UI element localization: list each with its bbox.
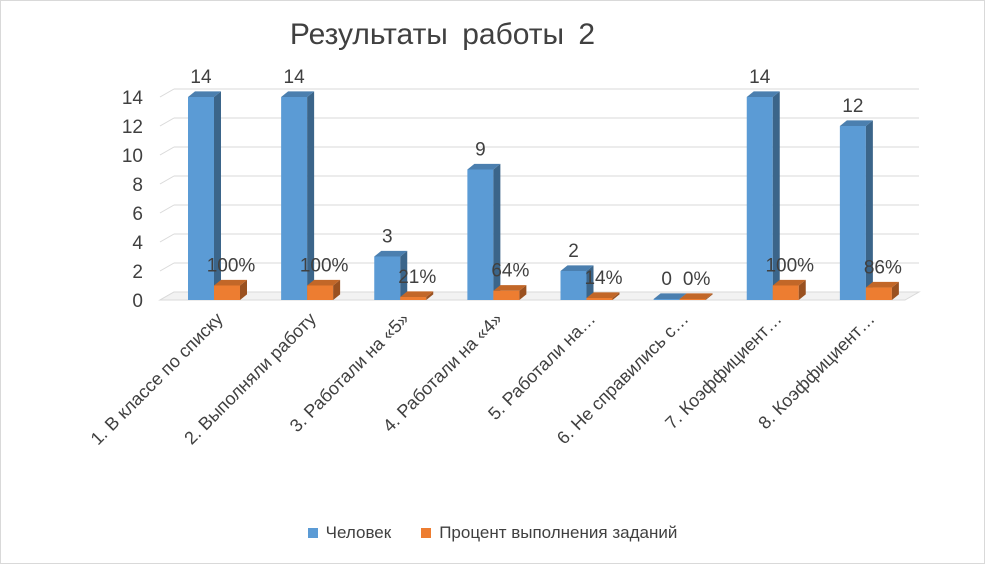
y-tick-label: 10 xyxy=(122,146,143,167)
bar-people-top xyxy=(467,163,501,170)
data-label-people: 9 xyxy=(475,140,486,161)
gridline-side xyxy=(159,204,175,214)
data-label-percent: 100% xyxy=(207,256,256,277)
bar-percent-side xyxy=(426,291,434,300)
bar-percent-front xyxy=(400,296,427,300)
data-label-percent: 0% xyxy=(683,269,711,290)
bar-people-side xyxy=(772,91,780,301)
bar-percent-top xyxy=(307,279,341,286)
data-label-percent: 21% xyxy=(398,267,436,288)
data-label-percent: 100% xyxy=(765,256,814,277)
bar-people-front xyxy=(374,256,401,300)
bar-percent-top xyxy=(586,292,620,298)
bar-people-side xyxy=(214,91,221,301)
bar-people-top xyxy=(281,91,315,97)
bar-people-front xyxy=(653,299,680,300)
bar-people-front xyxy=(467,169,494,300)
legend-item-percent: Процент выполнения заданий xyxy=(421,523,677,543)
gridline-side xyxy=(159,175,175,185)
bar-people-top xyxy=(746,91,780,97)
bar-people-front xyxy=(560,271,587,300)
bar-percent-top xyxy=(400,291,434,297)
data-label-percent: 86% xyxy=(864,258,902,279)
legend-swatch-percent xyxy=(421,528,432,538)
data-label-people: 14 xyxy=(284,67,306,88)
data-label-people: 14 xyxy=(190,67,212,88)
bar-percent-top xyxy=(214,279,247,286)
bar-percent-front xyxy=(679,299,706,300)
bar-people-front xyxy=(746,97,773,300)
legend-swatch-people xyxy=(307,528,318,538)
legend-label-people: Человек xyxy=(325,523,392,542)
bar-people-top xyxy=(839,120,873,126)
bar-people-top xyxy=(188,91,221,97)
y-tick-label: 8 xyxy=(132,175,143,196)
data-label-people: 3 xyxy=(382,227,393,248)
data-label-percent: 14% xyxy=(584,268,622,289)
data-label-percent: 64% xyxy=(491,261,529,282)
gridline-side xyxy=(159,88,175,98)
chart-title: Результаты работы 2 xyxy=(289,18,596,51)
bar-percent-top xyxy=(772,279,806,286)
y-tick-label: 0 xyxy=(132,291,143,312)
y-tick-label: 6 xyxy=(132,204,143,225)
bar-percent-front xyxy=(307,285,334,300)
gridline-side xyxy=(159,262,175,272)
bar-percent-front xyxy=(493,290,520,300)
bar-people-side xyxy=(586,265,594,300)
bar-percent-side xyxy=(612,292,620,300)
bar-percent-front xyxy=(772,285,799,300)
bar-percent-top xyxy=(865,281,899,288)
data-label-percent: 100% xyxy=(300,256,349,277)
data-label-people: 0 xyxy=(661,269,672,290)
bar-people-side xyxy=(307,91,315,301)
bar-percent-front xyxy=(586,297,613,300)
bar-percent-side xyxy=(519,285,527,300)
chart-legend: Человек Процент выполнения заданий xyxy=(0,523,985,543)
data-label-people: 12 xyxy=(842,96,863,117)
legend-label-percent: Процент выполнения заданий xyxy=(439,523,678,542)
bar-percent-side xyxy=(705,293,713,300)
y-tick-label: 14 xyxy=(122,88,144,109)
bar-people-top xyxy=(653,293,687,299)
gridline-side xyxy=(159,146,175,156)
bar-people-top xyxy=(560,265,594,271)
bar-people-side xyxy=(493,163,501,300)
bar-people-front xyxy=(281,97,308,300)
bar-people-front xyxy=(188,97,214,300)
gridline-side xyxy=(159,117,175,127)
bar-people-front xyxy=(839,126,866,300)
bar-percent-top xyxy=(493,285,527,291)
bar-percent-top xyxy=(679,293,713,299)
y-tick-label: 2 xyxy=(132,262,143,283)
data-label-people: 14 xyxy=(749,67,771,88)
legend-item-people: Человек xyxy=(307,523,392,543)
bar-percent-side xyxy=(333,279,341,300)
bar-percent-front xyxy=(214,285,240,300)
data-label-people: 2 xyxy=(568,241,579,262)
bar-percent-front xyxy=(865,287,892,300)
bar-people-top xyxy=(374,250,408,257)
y-tick-label: 4 xyxy=(132,233,143,254)
bar-percent-side xyxy=(891,281,899,300)
bar-people-side xyxy=(400,250,408,300)
y-tick-label: 12 xyxy=(122,117,143,138)
bar-percent-side xyxy=(798,279,806,300)
bar-percent-side xyxy=(240,279,247,300)
bar-people-side xyxy=(865,120,873,301)
gridline-side xyxy=(159,233,175,243)
